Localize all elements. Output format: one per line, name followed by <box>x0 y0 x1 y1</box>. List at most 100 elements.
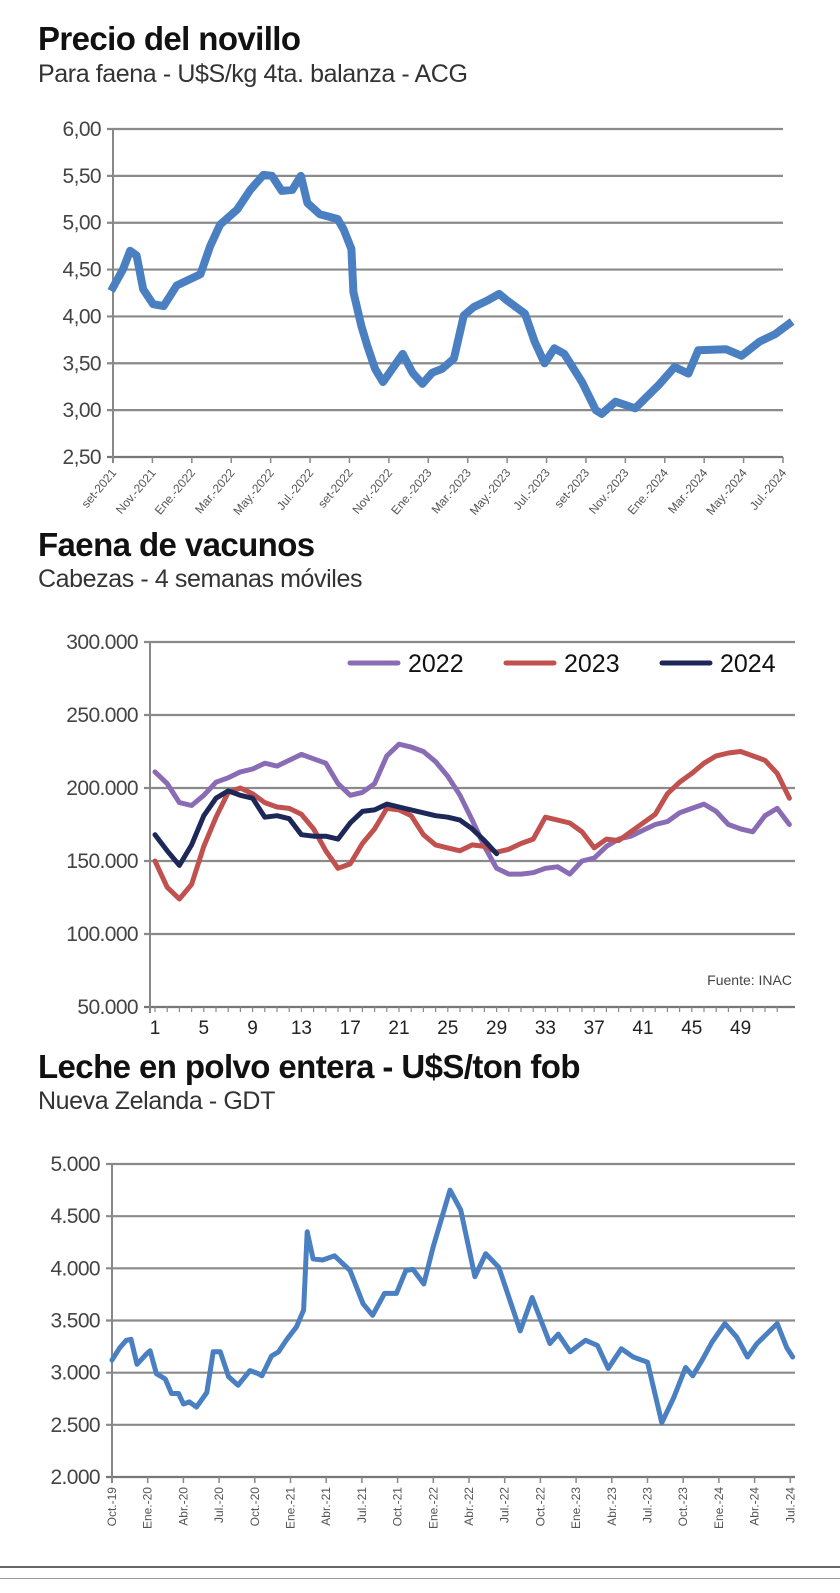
chart-2-data-point-2024 <box>202 814 205 817</box>
legend-label-2022: 2022 <box>408 650 464 678</box>
chart-3-data-point <box>557 1333 560 1336</box>
chart-1-data-point <box>430 371 434 375</box>
chart-1-data-point <box>773 332 777 336</box>
chart-2-y-tick-label: 150.000 <box>66 850 138 873</box>
chart-3-subtitle: Nueva Zelanda - GDT <box>38 1087 275 1115</box>
chart-1-y-tick-label: 5,50 <box>63 165 101 188</box>
chart-2-data-point-2023 <box>459 849 461 852</box>
chart-2-data-point-2022 <box>581 860 583 862</box>
chart-2-data-point-2023 <box>483 845 486 848</box>
chart-2-data-point-2023 <box>556 819 559 822</box>
chart-2-data-point-2024 <box>410 808 413 811</box>
chart-2-data-point-2023 <box>154 860 156 862</box>
chart-1-y-tick-label: 3,00 <box>63 399 101 422</box>
chart-2-data-point-2022 <box>373 782 376 785</box>
chart-2-title: Faena de vacunos <box>38 526 315 563</box>
chart-3-data-point <box>395 1292 398 1295</box>
chart-3-x-tick-label: Oct.-21 <box>391 1487 405 1527</box>
chart-3-data-point <box>130 1338 133 1341</box>
chart-2-data-point-2023 <box>629 830 632 833</box>
chart-3-data-point <box>227 1375 230 1378</box>
chart-1-data-point <box>349 247 353 251</box>
chart-2-data-point-2022 <box>727 823 730 826</box>
chart-2-data-point-2024 <box>446 816 449 819</box>
chart-3-data-point <box>302 1309 305 1312</box>
chart-2-data-point-2022 <box>764 814 766 817</box>
chart-3-data-point <box>306 1230 309 1233</box>
chart-2-data-point-2024 <box>239 794 242 797</box>
chart-2-data-point-2022 <box>495 867 498 870</box>
chart-1-x-tick-label: Ene.-2024 <box>625 466 672 518</box>
chart-2-x-tick-label: 33 <box>535 1018 556 1039</box>
chart-1-data-point <box>151 302 155 306</box>
chart-3-data-point <box>249 1369 252 1372</box>
chart-3-x-tick-label: Jul.-21 <box>355 1487 369 1523</box>
chart-3-data-point <box>270 1354 273 1357</box>
chart-1-data-point <box>686 372 690 376</box>
chart-2-data-point-2023 <box>520 842 522 845</box>
chart-2-data-point-2023 <box>776 772 779 775</box>
chart-3-x-tick-label: Oct.-19 <box>105 1487 119 1527</box>
chart-1-y-tick-label: 3,50 <box>63 352 101 375</box>
chart-2-data-point-2022 <box>251 768 254 771</box>
chart-2-data-point-2023 <box>239 787 242 789</box>
chart-2-data-point-2022 <box>654 823 657 826</box>
chart-2-data-point-2023 <box>215 816 217 819</box>
chart-3-data-point <box>412 1268 415 1271</box>
chart-3-x-tick-label: Jul.-20 <box>212 1487 226 1523</box>
legend-label-2024: 2024 <box>720 650 776 678</box>
chart-3-data-point <box>723 1322 726 1325</box>
chart-2-data-point-2024 <box>263 816 266 819</box>
chart-1-data-point <box>633 406 637 410</box>
chart-1-data-point <box>562 352 566 356</box>
chart-2-x-tick-label: 17 <box>340 1018 361 1039</box>
chart-1-data-point <box>141 287 145 291</box>
chart-3-data-point <box>182 1402 185 1405</box>
chart-2-data-point-2022 <box>751 830 754 833</box>
chart-2-data-point-2022 <box>312 757 315 760</box>
chart-3-data-point <box>632 1356 635 1359</box>
chart-3-data-point <box>195 1406 198 1409</box>
chart-3-data-point <box>710 1341 713 1344</box>
chart-2-data-point-2022 <box>459 794 461 797</box>
chart-3-data-point <box>776 1322 779 1325</box>
chart-1-data-point <box>594 408 598 412</box>
chart-2-data-point-2023 <box>471 843 474 846</box>
chart-1-data-point <box>757 340 761 344</box>
chart-2-data-point-2022 <box>385 754 388 757</box>
chart-2-data-point-2022 <box>446 775 449 778</box>
chart-3-data-point <box>260 1374 263 1377</box>
chart-2-x-tick-label: 13 <box>291 1018 312 1039</box>
chart-2-data-point-2022 <box>190 804 193 807</box>
chart-2-data-point-2023 <box>385 807 388 810</box>
chart-2-data-point-2023 <box>739 750 742 753</box>
chart-2-y-tick-label: 250.000 <box>66 704 138 727</box>
chart-2-data-point-2023 <box>263 801 266 804</box>
chart-3-y-tick-label: 3.500 <box>50 1310 100 1333</box>
chart-1-x-tick-label: set-2023 <box>551 466 592 511</box>
chart-1-data-point <box>673 365 677 369</box>
chart-2-data-point-2022 <box>154 770 156 773</box>
chart-2-data-point-2024 <box>300 833 303 836</box>
chart-2-data-point-2023 <box>288 807 291 810</box>
chart-2-y-tick-label: 200.000 <box>66 777 138 800</box>
chart-1-data-point <box>336 217 340 221</box>
chart-1-data-point <box>580 380 584 384</box>
chart-2-y-tick-label: 300.000 <box>66 631 138 654</box>
chart-1-data-point <box>523 312 527 316</box>
chart-1-data-point <box>696 348 700 352</box>
chart-3-y-tick-label: 2.500 <box>50 1414 100 1437</box>
chart-1-subtitle: Para faena - U$S/kg 4ta. balanza - ACG <box>38 60 468 88</box>
chart-3-data-point <box>321 1258 324 1261</box>
chart-3-x-tick-label: Ene.-23 <box>569 1487 583 1529</box>
chart-2-data-point-2024 <box>166 849 169 852</box>
chart-3-x-tick-label: Oct.-22 <box>533 1487 547 1527</box>
chart-2-data-point-2022 <box>300 753 303 756</box>
chart-2-data-point-2023 <box>642 822 644 825</box>
chart-3-x-tick-label: Abr.-24 <box>748 1487 762 1526</box>
chart-2-data-point-2022 <box>678 811 681 814</box>
chart-2-data-point-2022 <box>776 807 779 810</box>
chart-2-subtitle: Cabezas - 4 semanas móviles <box>38 565 363 593</box>
chart-1-data-point <box>657 383 661 387</box>
chart-2-data-point-2022 <box>227 776 230 779</box>
